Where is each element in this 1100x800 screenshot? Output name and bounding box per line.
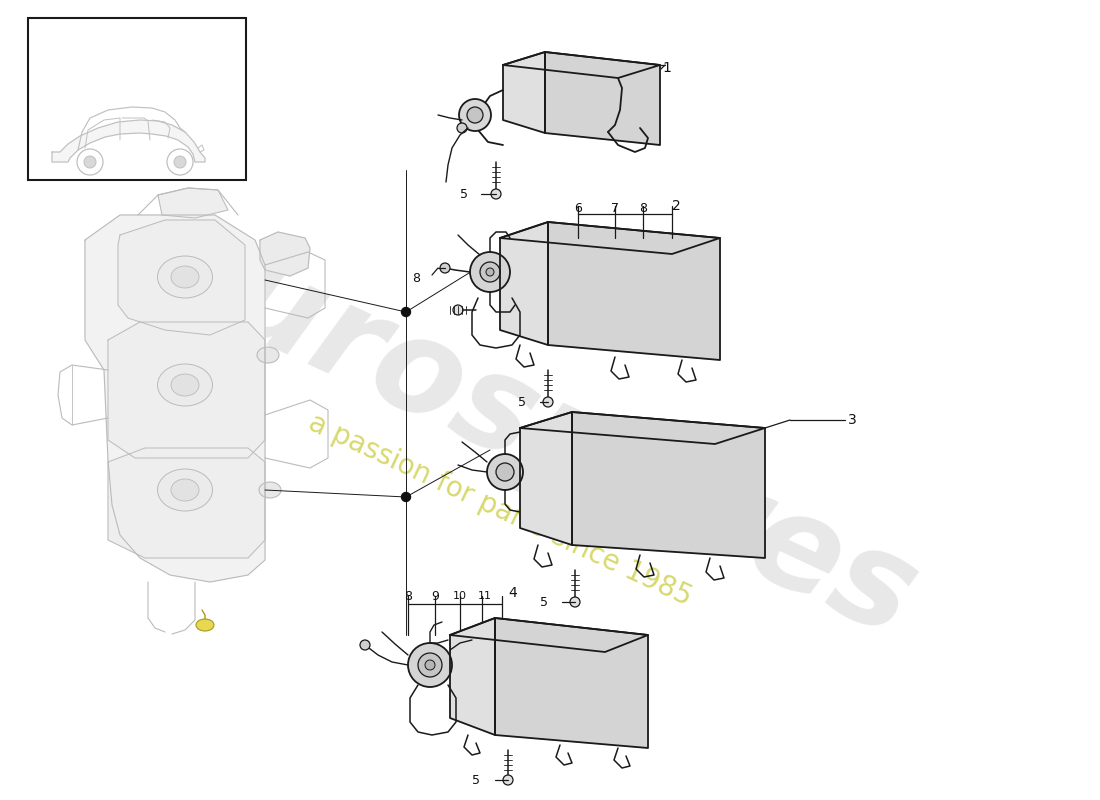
Polygon shape: [450, 618, 495, 735]
Circle shape: [174, 156, 186, 168]
Polygon shape: [572, 412, 764, 558]
Ellipse shape: [257, 347, 279, 363]
Polygon shape: [260, 232, 310, 276]
Circle shape: [459, 99, 491, 131]
Circle shape: [468, 107, 483, 123]
Polygon shape: [450, 618, 648, 652]
Circle shape: [491, 189, 501, 199]
Circle shape: [402, 307, 410, 317]
Bar: [28, 18, 246, 180]
Circle shape: [453, 305, 463, 315]
Ellipse shape: [170, 266, 199, 288]
Text: 2: 2: [672, 199, 681, 213]
Text: 6: 6: [574, 202, 582, 214]
Polygon shape: [520, 412, 572, 545]
Ellipse shape: [258, 482, 280, 498]
Text: 5: 5: [472, 774, 480, 786]
Circle shape: [496, 463, 514, 481]
Text: eurospares: eurospares: [125, 196, 935, 664]
Text: 8: 8: [639, 202, 647, 214]
Circle shape: [425, 660, 435, 670]
Polygon shape: [158, 188, 228, 218]
Circle shape: [402, 493, 410, 502]
Circle shape: [408, 643, 452, 687]
Circle shape: [418, 653, 442, 677]
Polygon shape: [108, 322, 265, 458]
Ellipse shape: [157, 469, 212, 511]
Circle shape: [570, 597, 580, 607]
Circle shape: [503, 775, 513, 785]
Ellipse shape: [196, 619, 214, 631]
Text: 1: 1: [662, 61, 671, 75]
Ellipse shape: [170, 374, 199, 396]
Polygon shape: [118, 220, 245, 335]
Ellipse shape: [170, 479, 199, 501]
Circle shape: [543, 397, 553, 407]
Text: 7: 7: [610, 202, 619, 214]
Polygon shape: [500, 222, 720, 254]
Polygon shape: [548, 222, 720, 360]
Circle shape: [456, 123, 468, 133]
Circle shape: [167, 149, 192, 175]
Text: 8: 8: [412, 271, 420, 285]
Circle shape: [480, 262, 501, 282]
Text: 8: 8: [404, 590, 412, 602]
Text: 10: 10: [453, 591, 468, 601]
Circle shape: [84, 156, 96, 168]
Polygon shape: [544, 52, 660, 145]
Polygon shape: [85, 215, 265, 582]
Polygon shape: [52, 120, 205, 162]
Text: a passion for parts since 1985: a passion for parts since 1985: [304, 409, 696, 611]
Text: 5: 5: [540, 595, 548, 609]
Text: 5: 5: [518, 395, 526, 409]
Text: 3: 3: [848, 413, 857, 427]
Polygon shape: [108, 448, 265, 558]
Ellipse shape: [157, 364, 212, 406]
Text: 9: 9: [431, 590, 439, 602]
Circle shape: [487, 454, 522, 490]
Ellipse shape: [157, 256, 212, 298]
Circle shape: [486, 268, 494, 276]
Circle shape: [470, 252, 510, 292]
Text: 11: 11: [478, 591, 492, 601]
Text: 4: 4: [508, 586, 517, 600]
Circle shape: [360, 640, 370, 650]
Polygon shape: [503, 52, 660, 78]
Polygon shape: [503, 52, 544, 133]
Text: 5: 5: [460, 187, 467, 201]
Polygon shape: [500, 222, 548, 345]
Circle shape: [440, 263, 450, 273]
Polygon shape: [495, 618, 648, 748]
Polygon shape: [520, 412, 764, 444]
Circle shape: [77, 149, 103, 175]
